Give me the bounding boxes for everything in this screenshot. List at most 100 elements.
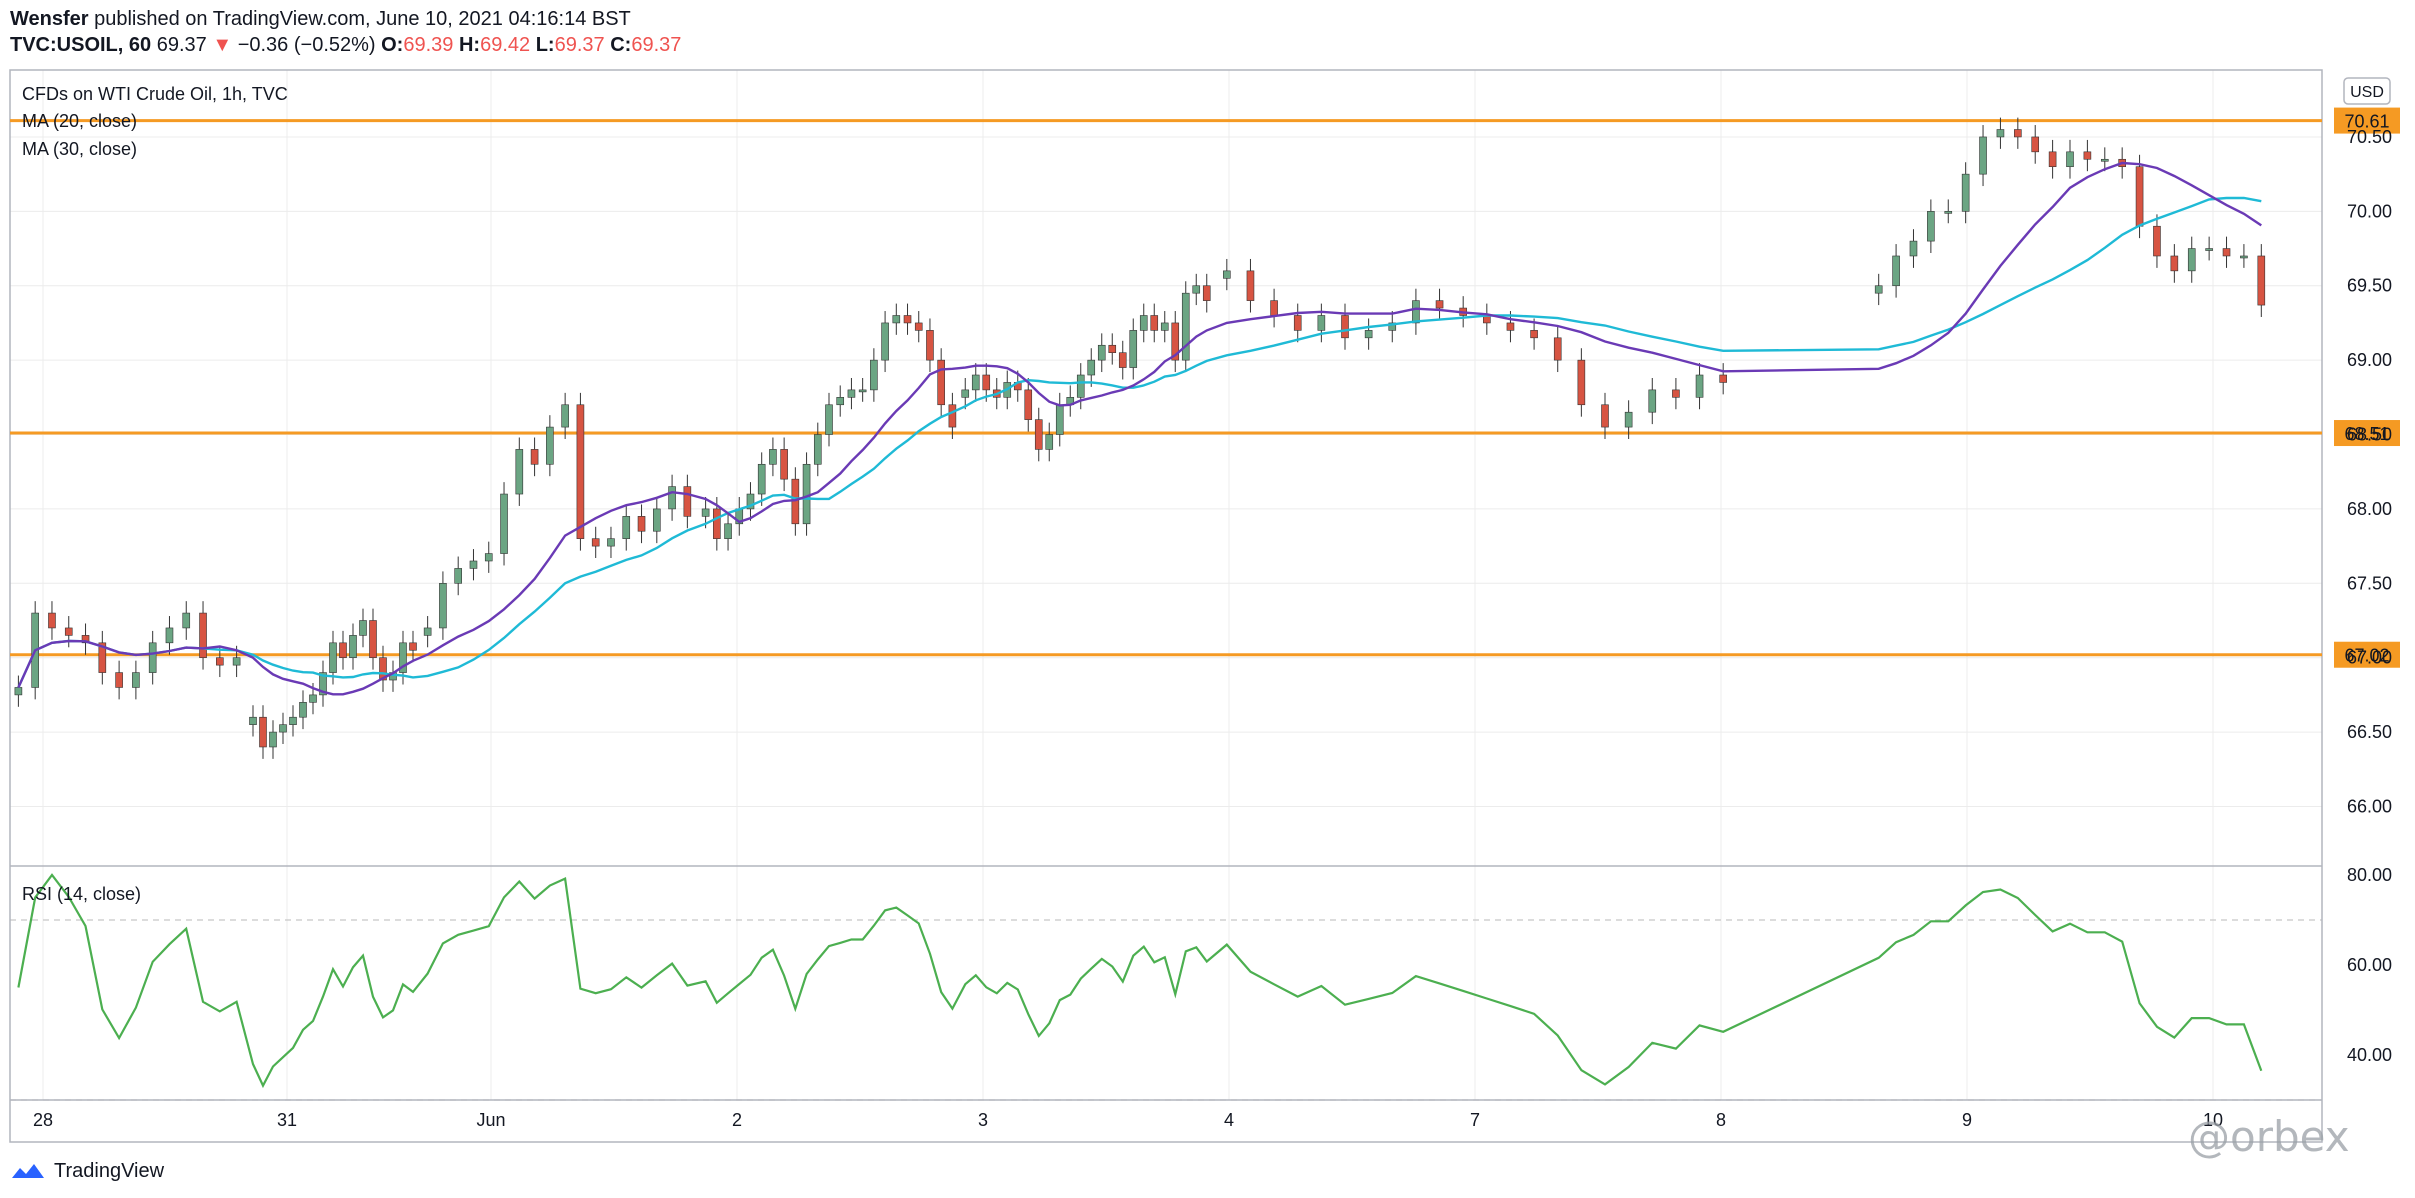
candle-up bbox=[1648, 389, 1657, 413]
candle-up bbox=[1979, 136, 1987, 175]
candle-down bbox=[937, 359, 945, 406]
chart-header: Wensfer published on TradingView.com, Ju… bbox=[0, 0, 2415, 60]
publisher-name[interactable]: Wensfer bbox=[10, 8, 89, 30]
rsi-tick-label: 60.00 bbox=[2347, 955, 2392, 975]
orbex-watermark: @orbex bbox=[2188, 1112, 2350, 1161]
currency-badge[interactable]: USD bbox=[2343, 77, 2391, 105]
candle-up bbox=[484, 553, 493, 562]
time-tick-label: 31 bbox=[277, 1110, 297, 1130]
rsi-pane bbox=[17, 873, 2263, 1089]
candle-up bbox=[165, 627, 174, 644]
level-label: 70.61 bbox=[2344, 112, 2389, 132]
candle-down bbox=[1024, 389, 1033, 420]
candle-up bbox=[881, 322, 889, 361]
candle-down bbox=[1034, 419, 1043, 450]
candle-down bbox=[1577, 359, 1586, 406]
legend-ma20[interactable]: MA (20, close) bbox=[22, 111, 137, 131]
candle-up bbox=[847, 389, 856, 398]
candle-down bbox=[2170, 255, 2179, 272]
candle-up bbox=[961, 389, 970, 398]
price-tick-label: 66.00 bbox=[2347, 796, 2392, 816]
time-tick-label: 7 bbox=[1470, 1110, 1480, 1130]
rsi-tick-label: 80.00 bbox=[2347, 865, 2392, 885]
ma20-line bbox=[17, 161, 2262, 696]
level-label: 68.51 bbox=[2344, 424, 2389, 444]
price-tick-label: 67.00 bbox=[2347, 648, 2392, 668]
candle-up bbox=[454, 568, 462, 584]
candle-down bbox=[713, 508, 721, 539]
candle-down bbox=[1293, 315, 1302, 331]
candle-down bbox=[216, 657, 224, 666]
price-tick-label: 69.50 bbox=[2347, 276, 2392, 296]
candle-up bbox=[757, 463, 766, 495]
candle-up bbox=[132, 672, 140, 688]
candle-down bbox=[2222, 248, 2231, 257]
candle-up bbox=[769, 449, 777, 465]
candle-up bbox=[870, 359, 878, 391]
candle-up bbox=[1892, 255, 1900, 287]
price-change: −0.36 (−0.52%) bbox=[237, 34, 376, 56]
time-tick-label: 2 bbox=[732, 1110, 742, 1130]
candle-up bbox=[1961, 173, 1970, 212]
candle-up bbox=[2066, 151, 2074, 168]
tradingview-brand[interactable]: TradingView bbox=[54, 1159, 165, 1182]
candle-up bbox=[1076, 374, 1085, 398]
open-label: O: bbox=[381, 34, 404, 56]
candle-up bbox=[1927, 211, 1935, 242]
level-badge bbox=[2334, 641, 2400, 668]
candle-up bbox=[2187, 248, 2196, 272]
price-tick-label: 68.50 bbox=[2347, 425, 2392, 445]
price-tick-label: 68.00 bbox=[2347, 499, 2392, 519]
candle-up bbox=[1055, 404, 1064, 435]
candle-up bbox=[1364, 330, 1373, 339]
time-tick-label: 28 bbox=[33, 1110, 53, 1130]
moving-averages bbox=[17, 161, 2262, 696]
candle-down bbox=[259, 716, 267, 748]
candle-up bbox=[2240, 255, 2248, 259]
candle-down bbox=[379, 657, 387, 681]
legend-rsi[interactable]: RSI (14, close) bbox=[22, 884, 141, 904]
candle-down bbox=[339, 642, 347, 659]
symbol-label[interactable]: TVC:USOIL, 60 bbox=[10, 34, 152, 56]
candle-up bbox=[668, 486, 676, 510]
candle-up bbox=[1181, 292, 1190, 361]
tradingview-logo-icon bbox=[12, 1164, 44, 1178]
candle-down bbox=[2031, 136, 2040, 153]
candle-up bbox=[359, 620, 367, 636]
candle-up bbox=[148, 642, 157, 673]
candle-up bbox=[653, 508, 661, 532]
candle-up bbox=[1996, 129, 2005, 138]
publisher-line: Wensfer published on TradingView.com, Ju… bbox=[10, 8, 631, 31]
high-label: H: bbox=[458, 34, 481, 56]
candle-up bbox=[561, 404, 569, 428]
candle-up bbox=[858, 389, 867, 393]
level-badge bbox=[2334, 107, 2400, 134]
candle-down bbox=[1270, 300, 1278, 316]
candle-up bbox=[825, 404, 833, 435]
candle-down bbox=[48, 612, 56, 629]
candle-up bbox=[1874, 285, 1883, 294]
candle-down bbox=[591, 538, 600, 547]
candle-down bbox=[914, 322, 923, 331]
candle-up bbox=[1695, 374, 1704, 398]
candle-up bbox=[329, 642, 337, 673]
legend-main[interactable]: CFDs on WTI Crude Oil, 1h, TVC bbox=[22, 84, 288, 104]
high-value: 69.42 bbox=[480, 34, 531, 56]
candle-up bbox=[500, 493, 508, 554]
time-tick-label: 4 bbox=[1224, 1110, 1234, 1130]
low-value: 69.37 bbox=[554, 34, 605, 56]
candle-down bbox=[1530, 330, 1538, 339]
candle-down bbox=[1435, 300, 1444, 309]
candle-down bbox=[530, 449, 539, 465]
last-price: 69.37 bbox=[156, 34, 207, 56]
legend-ma30[interactable]: MA (30, close) bbox=[22, 139, 137, 159]
candle-up bbox=[546, 426, 554, 465]
time-tick-label: 9 bbox=[1962, 1110, 1972, 1130]
candle-up bbox=[1192, 285, 1201, 294]
grid-lines bbox=[10, 70, 2322, 1101]
candle-up bbox=[469, 560, 478, 569]
currency-label: USD bbox=[2350, 84, 2384, 101]
candle-up bbox=[1045, 434, 1054, 450]
price-tick-label: 70.50 bbox=[2347, 127, 2392, 147]
